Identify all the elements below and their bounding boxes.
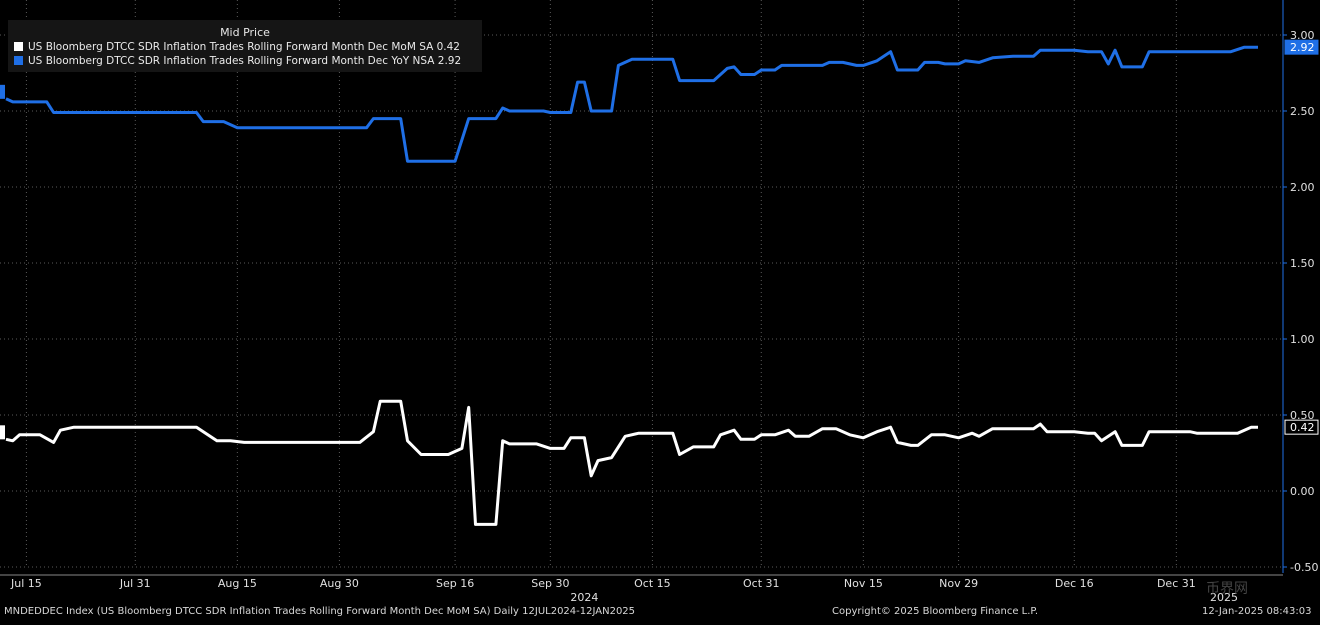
series-start-marker — [0, 425, 5, 440]
legend-swatch-white — [14, 42, 23, 51]
footer-copyright: Copyright© 2025 Bloomberg Finance L.P. — [832, 606, 1039, 617]
y-tick-label: 1.00 — [1290, 333, 1315, 346]
x-tick-label: Nov 15 — [844, 577, 883, 590]
x-tick-label: Jul 15 — [10, 577, 42, 590]
x-tick-label: Dec 16 — [1055, 577, 1094, 590]
y-tick-label: -0.50 — [1290, 561, 1318, 574]
last-value-badge — [1284, 419, 1319, 435]
legend-label-yoy: US Bloomberg DTCC SDR Inflation Trades R… — [28, 55, 462, 67]
year-label: 2024 — [570, 591, 598, 604]
legend-item-mom: US Bloomberg DTCC SDR Inflation Trades R… — [14, 41, 460, 53]
y-tick-label: 1.50 — [1290, 257, 1315, 270]
series-start-marker — [0, 84, 5, 99]
x-tick-label: Oct 31 — [743, 577, 780, 590]
legend-swatch-blue — [14, 56, 23, 65]
x-tick-label: Aug 30 — [320, 577, 359, 590]
y-tick-label: 0.00 — [1290, 485, 1315, 498]
legend-label-mom: US Bloomberg DTCC SDR Inflation Trades R… — [28, 41, 460, 53]
y-tick-label: 2.50 — [1290, 105, 1315, 118]
watermark: 币界网 — [1206, 581, 1248, 597]
legend: Mid Price US Bloomberg DTCC SDR Inflatio… — [8, 20, 482, 72]
last-value-label: 2.92 — [1290, 41, 1315, 54]
x-tick-label: Aug 15 — [218, 577, 257, 590]
x-tick-label: Sep 16 — [436, 577, 474, 590]
series-line-yoy — [5, 45, 1258, 163]
series-line-mom — [5, 399, 1258, 526]
x-tick-label: Nov 29 — [939, 577, 978, 590]
y-tick-label: 0.50 — [1290, 409, 1315, 422]
footer-timestamp: 12-Jan-2025 08:43:03 — [1202, 606, 1312, 617]
footer-description: MNDEDDEC Index (US Bloomberg DTCC SDR In… — [4, 606, 636, 617]
legend-item-yoy: US Bloomberg DTCC SDR Inflation Trades R… — [14, 55, 461, 67]
last-value-badge — [1284, 39, 1319, 55]
y-tick-label: 3.00 — [1290, 29, 1315, 42]
x-tick-label: Oct 15 — [634, 577, 671, 590]
year-label: 2025 — [1210, 591, 1238, 604]
x-tick-label: Dec 31 — [1157, 577, 1196, 590]
last-value-label: 0.42 — [1290, 421, 1315, 434]
y-tick-label: 2.00 — [1290, 181, 1315, 194]
x-tick-label: Jul 31 — [119, 577, 151, 590]
x-tick-label: Sep 30 — [531, 577, 569, 590]
legend-title: Mid Price — [220, 26, 270, 39]
